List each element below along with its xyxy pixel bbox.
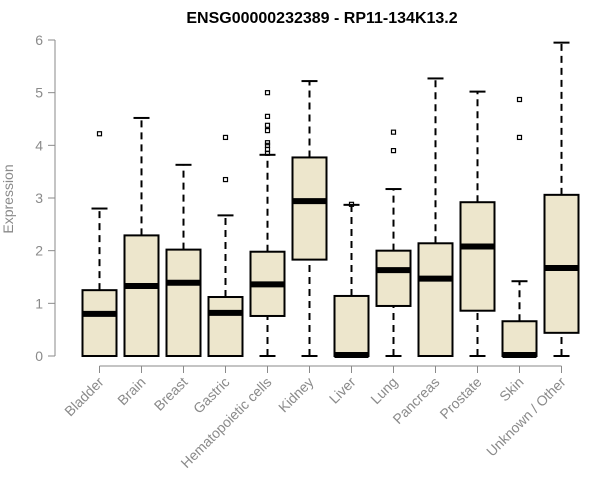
outlier-point <box>222 176 229 183</box>
iqr-box <box>123 234 160 357</box>
outlier-point <box>348 201 355 207</box>
iqr-box <box>165 248 202 357</box>
box-breast <box>165 163 202 357</box>
iqr-box <box>459 201 496 312</box>
iqr-box <box>207 296 244 358</box>
boxes-group <box>81 41 580 358</box>
box-kidney <box>291 80 328 357</box>
x-tick-label: Kidney <box>275 374 317 416</box>
iqr-box <box>417 242 454 357</box>
x-tick-label: Liver <box>326 374 359 407</box>
outlier-point <box>264 140 271 146</box>
x-tick-label: Skin <box>496 374 527 405</box>
y-axis: 0 1 2 3 4 5 6 <box>35 32 56 364</box>
box-prostate <box>459 90 496 357</box>
y-tick-label: 4 <box>35 137 43 153</box>
iqr-box <box>543 193 580 334</box>
x-tick-label: Bladder <box>61 374 107 420</box>
box-bladder <box>81 131 118 357</box>
outlier-point <box>390 129 397 135</box>
iqr-box <box>333 294 370 357</box>
outlier-point <box>264 90 271 96</box>
box-lung <box>375 129 412 357</box>
iqr-box <box>375 249 412 307</box>
y-tick-label: 3 <box>35 190 43 206</box>
x-tick-label: Brain <box>114 374 148 408</box>
x-tick-label: Lung <box>367 374 400 407</box>
outlier-point <box>516 96 523 103</box>
y-axis-label: Expression <box>0 164 16 233</box>
y-tick-label: 1 <box>35 295 43 311</box>
iqr-box <box>291 156 328 261</box>
chart-title: ENSG00000232389 - RP11-134K13.2 <box>186 10 457 27</box>
y-tick-label: 2 <box>35 243 43 259</box>
outlier-point <box>222 134 229 141</box>
iqr-box <box>501 320 538 357</box>
y-tick-label: 6 <box>35 32 43 48</box>
box-skin <box>501 96 538 358</box>
outlier-point <box>264 127 271 134</box>
box-unknown-other <box>543 41 580 357</box>
x-tick-label: Pancreas <box>389 374 442 427</box>
box-brain <box>123 116 160 357</box>
box-hematopoietic-cells <box>249 90 286 357</box>
x-tick-label: Unknown / Other <box>483 374 569 460</box>
y-tick-label: 0 <box>35 348 43 364</box>
outlier-point <box>264 113 271 119</box>
iqr-box <box>81 289 118 357</box>
box-liver <box>333 201 370 358</box>
outlier-point <box>264 142 271 148</box>
outlier-point <box>96 131 103 137</box>
box-gastric <box>207 134 244 358</box>
outlier-point <box>264 122 271 128</box>
outlier-point <box>390 148 397 154</box>
x-tick-label: Breast <box>151 374 191 414</box>
box-pancreas <box>417 77 454 357</box>
x-tick-label: Prostate <box>436 374 484 422</box>
y-tick-label: 5 <box>35 85 43 101</box>
outlier-point <box>516 134 523 141</box>
